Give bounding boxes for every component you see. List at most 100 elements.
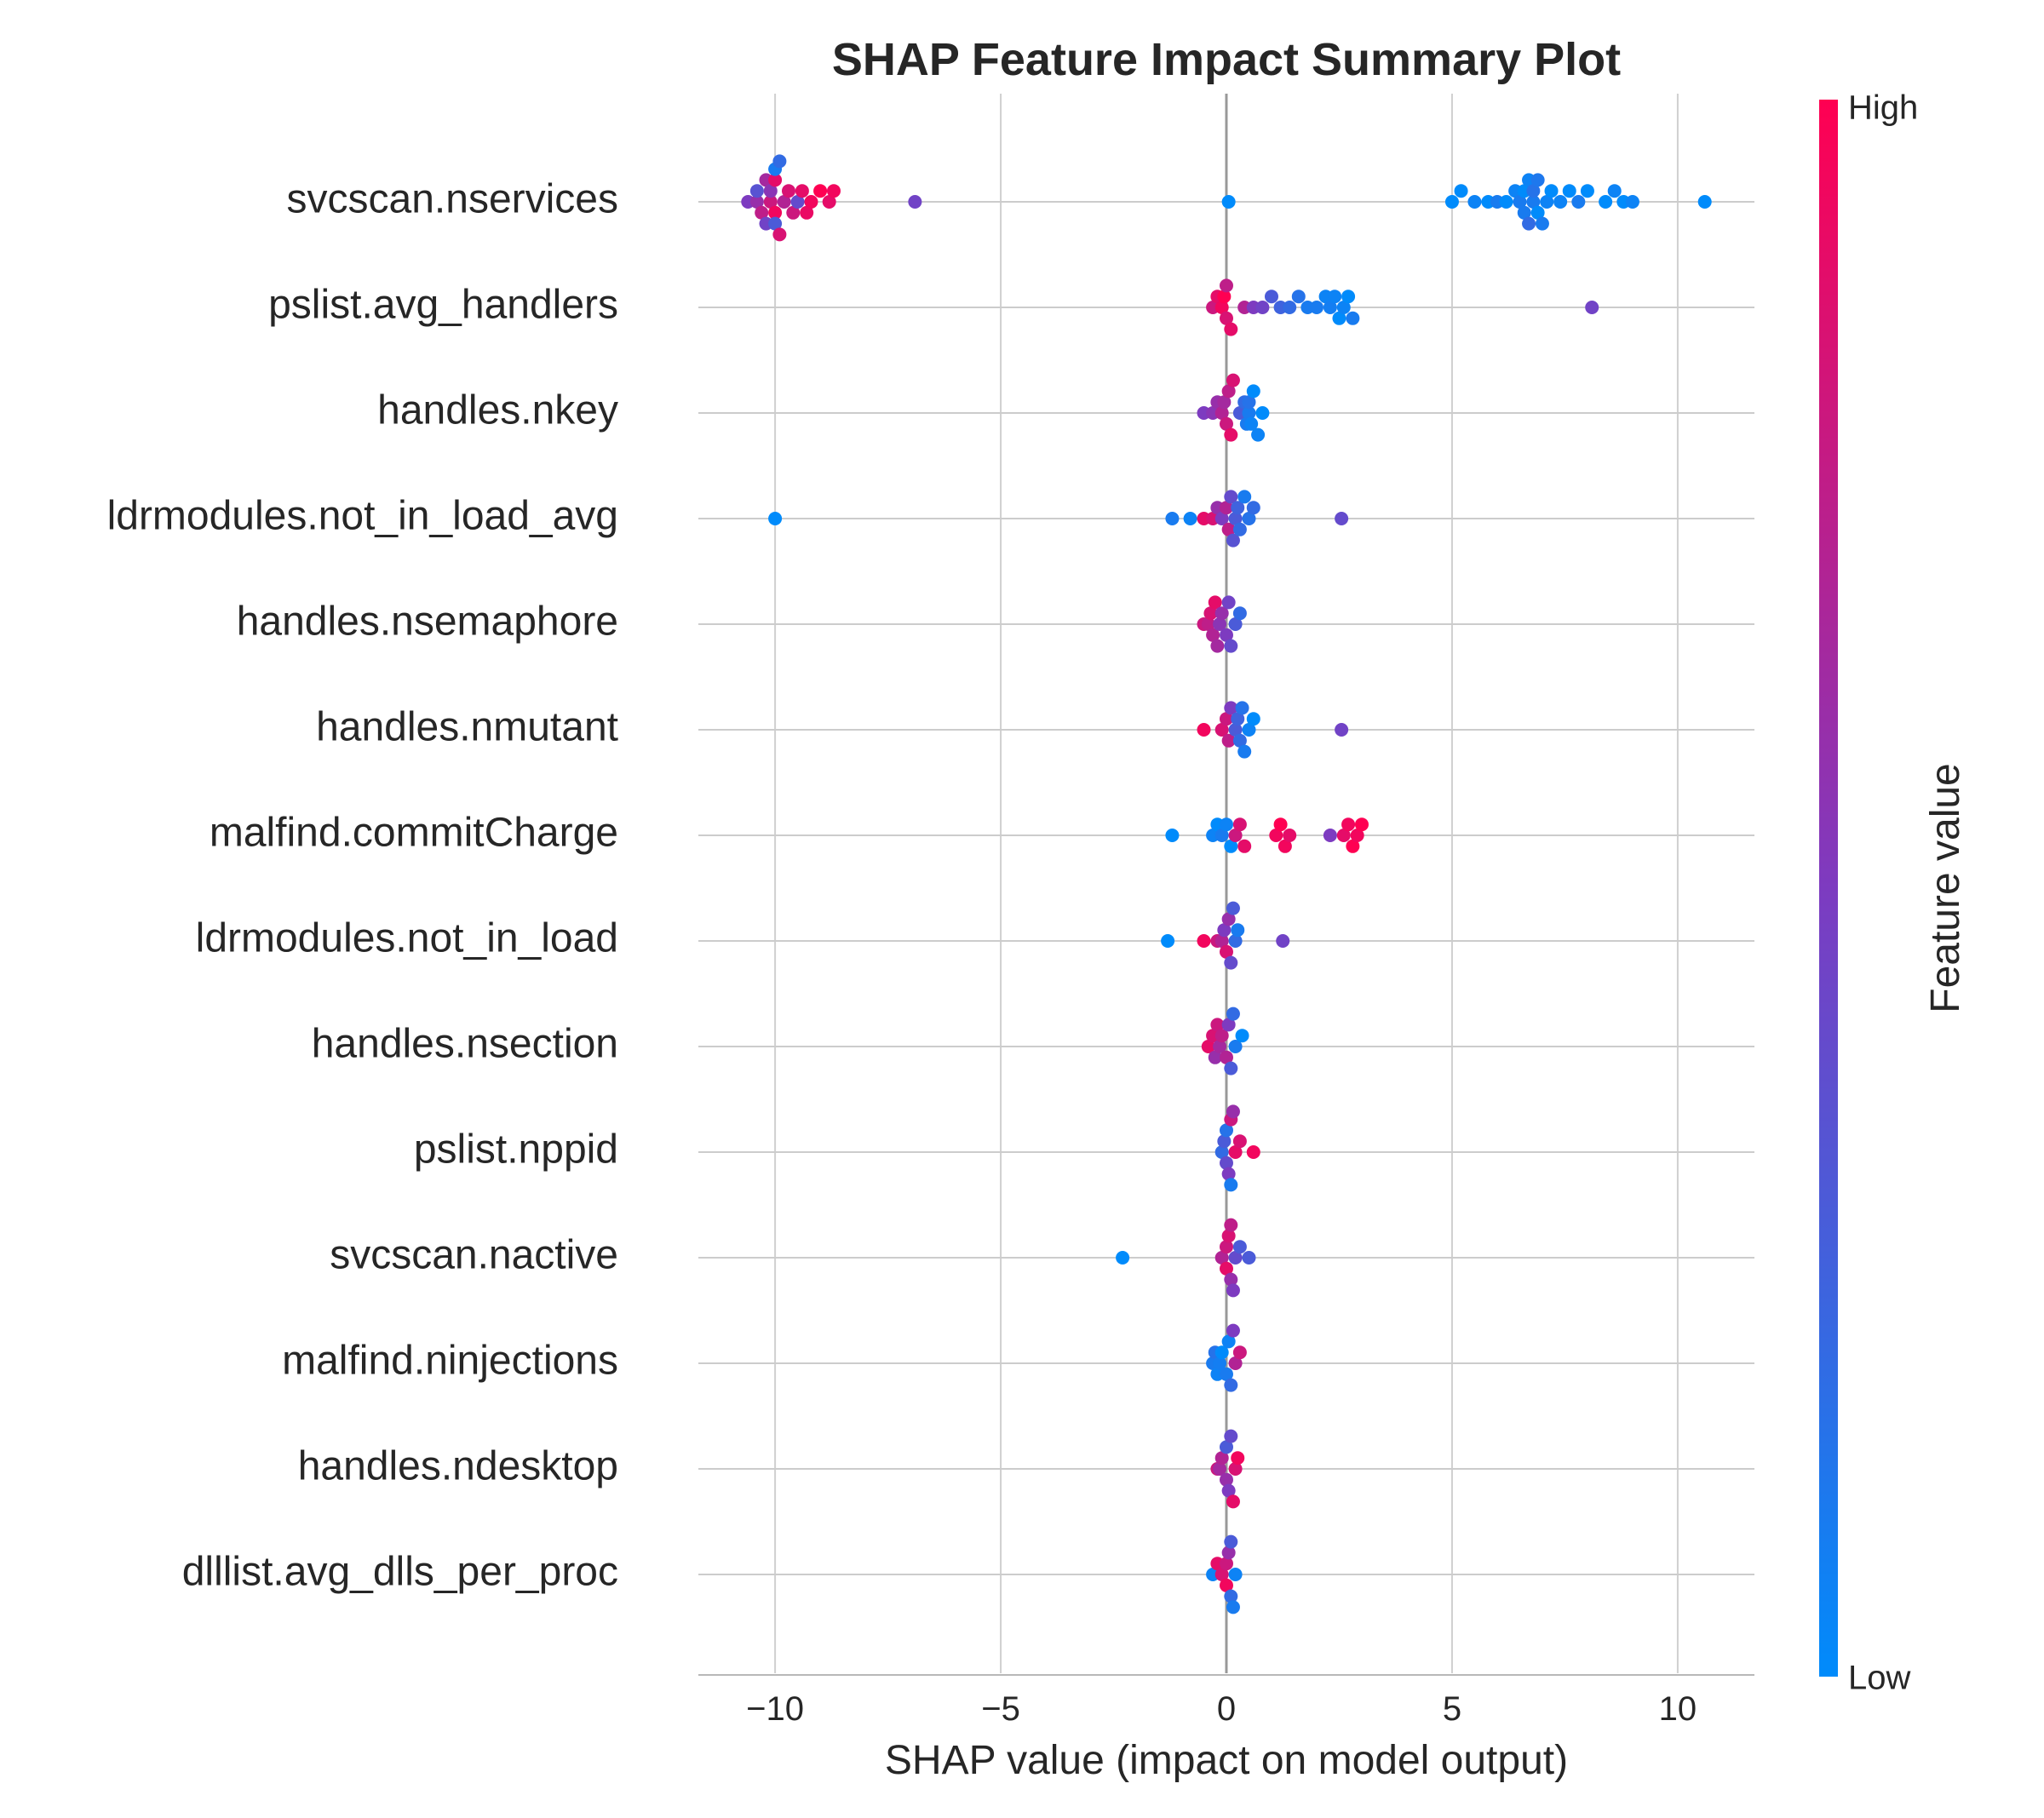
shap-point [1246,384,1260,399]
shap-point [1214,1251,1229,1265]
shap-point [1217,395,1232,410]
feature-label: handles.nkey [377,388,618,433]
shap-point [795,184,809,198]
shap-point [1444,195,1459,209]
shap-point [1228,723,1243,737]
shap-point [1220,712,1233,726]
chart-title: SHAP Feature Impact Summary Plot [832,34,1621,85]
shap-point [1255,301,1270,314]
shap-point [1224,427,1238,442]
shap-point [800,205,814,220]
shap-point [1242,395,1256,410]
shap-point [1226,1283,1240,1298]
shap-point [1625,195,1639,209]
shap-point [1220,416,1233,431]
shap-point [1228,1356,1243,1370]
shap-point [1562,184,1576,198]
colorbar [1819,100,1838,1677]
shap-point [1220,1472,1233,1487]
shap-point [1220,1123,1233,1138]
shap-point [1214,1451,1229,1465]
shap-point [1255,406,1270,420]
colorbar-high-label: High [1848,89,1918,127]
shap-point [1332,311,1346,325]
shap-point [1226,1006,1240,1021]
shap-point [1309,301,1323,314]
shap-point [1283,301,1297,314]
shap-point [1220,278,1233,293]
shap-point [1221,1229,1236,1243]
shap-point [1221,1483,1236,1498]
shap-point [1210,639,1225,653]
shap-point [1224,839,1238,853]
shap-point [772,154,787,169]
shap-point [1224,1061,1238,1075]
feature-label: malfind.ninjections [282,1339,618,1384]
shap-point [1571,195,1586,209]
shap-point [1244,416,1259,431]
shap-point [1232,606,1247,621]
shap-point [1217,290,1232,304]
shap-point [1221,595,1236,610]
shap-point [1208,1050,1222,1064]
shap-point [1224,1272,1238,1287]
shap-point [1269,829,1283,842]
shap-point [1232,1345,1247,1360]
shap-point [1346,311,1360,325]
shap-point [1214,1029,1229,1043]
shap-point [1228,1462,1243,1476]
shap-point [1226,1104,1240,1119]
shap-point [1228,1145,1243,1159]
shap-point [1232,733,1247,748]
shap-point [1530,205,1545,220]
shap-point [1232,522,1247,536]
shap-point [1535,216,1549,231]
shap-point [1224,322,1238,336]
shap-point [813,184,828,198]
shap-point [1273,817,1288,832]
shap-point [1221,195,1236,209]
points-layer [741,154,1712,1614]
shap-point [1264,290,1278,304]
shap-point [1237,744,1252,759]
shap-point [1221,912,1236,926]
shap-point [1278,839,1292,853]
shap-point [1526,195,1541,209]
shap-point [804,195,818,209]
shap-point [1221,384,1236,399]
shap-point [1220,1557,1233,1571]
shap-point [763,195,778,209]
shap-point [1323,829,1337,842]
shap-point [1224,1378,1238,1392]
shap-point [1237,839,1252,853]
feature-label: handles.ndesktop [298,1444,618,1489]
shap-point [749,195,764,209]
shap-point [1335,723,1349,737]
shap-point [1214,934,1229,948]
shap-point [1226,901,1240,915]
shap-point [1213,617,1227,631]
feature-label: pslist.avg_handlers [268,283,618,328]
shap-point [1201,617,1215,631]
shap-point [1228,1040,1243,1053]
shap-point [1235,1029,1249,1043]
feature-label: handles.nsection [312,1022,618,1067]
shap-point [1228,829,1243,842]
shap-point [781,184,795,198]
shap-point [1221,1546,1236,1560]
shap-point [1208,595,1222,610]
shap-point [1328,290,1342,304]
shap-point [1522,216,1536,231]
x-tick-label: 5 [1443,1690,1461,1728]
shap-point [1336,829,1351,842]
shap-point [1335,512,1349,525]
shap-point [749,184,764,198]
shap-point [1336,301,1351,314]
shap-point [1224,955,1238,970]
shap-point [1214,723,1229,737]
shap-point [1217,1134,1232,1149]
colorbar-title: Feature value [1923,763,1968,1013]
shap-point [768,173,783,187]
